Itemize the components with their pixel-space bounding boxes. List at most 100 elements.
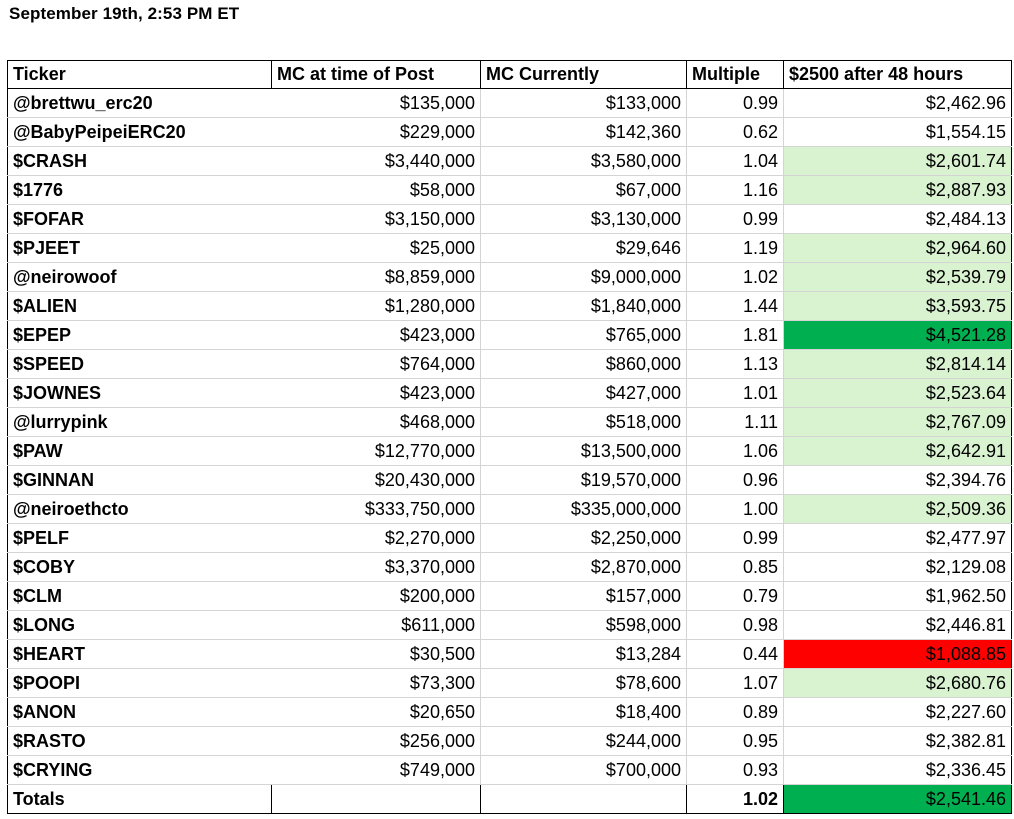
cell-mc-now: $142,360 <box>480 117 687 147</box>
cell-mc-post: $333,750,000 <box>271 494 481 524</box>
totals-label: Totals <box>7 784 272 814</box>
cell-mc-post: $468,000 <box>271 407 481 437</box>
cell-value-after-48h: $2,477.97 <box>783 523 1012 553</box>
cell-mc-post: $58,000 <box>271 175 481 205</box>
cell-ticker: $PJEET <box>7 233 272 263</box>
cell-value-after-48h: $2,601.74 <box>783 146 1012 176</box>
cell-mc-now: $3,130,000 <box>480 204 687 234</box>
cell-ticker: $ALIEN <box>7 291 272 321</box>
cell-multiple: 0.85 <box>686 552 784 582</box>
cell-value-after-48h: $2,523.64 <box>783 378 1012 408</box>
cell-mc-post: $1,280,000 <box>271 291 481 321</box>
cell-ticker: $COBY <box>7 552 272 582</box>
cell-multiple: 1.06 <box>686 436 784 466</box>
cell-multiple: 1.02 <box>686 262 784 292</box>
cell-multiple: 1.44 <box>686 291 784 321</box>
cell-mc-now: $3,580,000 <box>480 146 687 176</box>
cell-mc-now: $13,500,000 <box>480 436 687 466</box>
cell-multiple: 1.81 <box>686 320 784 350</box>
table-row: $PJEET $25,000 $29,646 1.19 $2,964.60 <box>7 233 1012 263</box>
cell-multiple: 1.00 <box>686 494 784 524</box>
cell-value-after-48h: $2,336.45 <box>783 755 1012 785</box>
cell-value-after-48h: $3,593.75 <box>783 291 1012 321</box>
cell-value-after-48h: $2,814.14 <box>783 349 1012 379</box>
header-mc-post: MC at time of Post <box>271 60 481 89</box>
cell-multiple: 1.07 <box>686 668 784 698</box>
table-row: $JOWNES $423,000 $427,000 1.01 $2,523.64 <box>7 378 1012 408</box>
table-row: $RASTO $256,000 $244,000 0.95 $2,382.81 <box>7 726 1012 756</box>
cell-mc-post: $2,270,000 <box>271 523 481 553</box>
cell-multiple: 0.99 <box>686 523 784 553</box>
cell-value-after-48h: $4,521.28 <box>783 320 1012 350</box>
cell-value-after-48h: $2,964.60 <box>783 233 1012 263</box>
cell-ticker: $JOWNES <box>7 378 272 408</box>
totals-row: Totals 1.02 $2,541.46 <box>7 784 1012 814</box>
table-row: $FOFAR $3,150,000 $3,130,000 0.99 $2,484.13 <box>7 204 1012 234</box>
cell-value-after-48h: $2,887.93 <box>783 175 1012 205</box>
cell-value-after-48h: $2,767.09 <box>783 407 1012 437</box>
cell-mc-post: $3,370,000 <box>271 552 481 582</box>
cell-ticker: $EPEP <box>7 320 272 350</box>
table-row: @BabyPeipeiERC20 $229,000 $142,360 0.62 $1,5… <box>7 117 1012 147</box>
cell-multiple: 0.93 <box>686 755 784 785</box>
cell-multiple: 0.98 <box>686 610 784 640</box>
cell-mc-now: $1,840,000 <box>480 291 687 321</box>
cell-ticker: $CRYING <box>7 755 272 785</box>
table-row: $1776 $58,000 $67,000 1.16 $2,887.93 <box>7 175 1012 205</box>
cell-value-after-48h: $2,680.76 <box>783 668 1012 698</box>
cell-multiple: 0.44 <box>686 639 784 669</box>
table-row: $CRYING $749,000 $700,000 0.93 $2,336.45 <box>7 755 1012 785</box>
cell-mc-now: $78,600 <box>480 668 687 698</box>
cell-value-after-48h: $2,382.81 <box>783 726 1012 756</box>
table-row: $CLM $200,000 $157,000 0.79 $1,962.50 <box>7 581 1012 611</box>
cell-ticker: $POOPI <box>7 668 272 698</box>
cell-value-after-48h: $1,962.50 <box>783 581 1012 611</box>
cell-mc-now: $13,284 <box>480 639 687 669</box>
results-table: Ticker MC at time of Post MC Currently M… <box>7 60 1012 814</box>
cell-multiple: 0.62 <box>686 117 784 147</box>
cell-ticker: @brettwu_erc20 <box>7 88 272 118</box>
cell-mc-post: $20,430,000 <box>271 465 481 495</box>
cell-mc-now: $133,000 <box>480 88 687 118</box>
cell-ticker: $RASTO <box>7 726 272 756</box>
cell-multiple: 0.96 <box>686 465 784 495</box>
cell-ticker: @lurrypink <box>7 407 272 437</box>
cell-mc-now: $860,000 <box>480 349 687 379</box>
cell-ticker: @neirowoof <box>7 262 272 292</box>
cell-multiple: 1.19 <box>686 233 784 263</box>
totals-multiple: 1.02 <box>686 784 784 814</box>
cell-value-after-48h: $1,554.15 <box>783 117 1012 147</box>
cell-value-after-48h: $1,088.85 <box>783 639 1012 669</box>
cell-mc-post: $30,500 <box>271 639 481 669</box>
cell-ticker: @BabyPeipeiERC20 <box>7 117 272 147</box>
cell-mc-post: $25,000 <box>271 233 481 263</box>
totals-mc-now <box>480 784 687 814</box>
cell-multiple: 0.79 <box>686 581 784 611</box>
table-row: $ANON $20,650 $18,400 0.89 $2,227.60 <box>7 697 1012 727</box>
cell-multiple: 0.89 <box>686 697 784 727</box>
cell-mc-now: $598,000 <box>480 610 687 640</box>
cell-mc-post: $229,000 <box>271 117 481 147</box>
cell-mc-now: $29,646 <box>480 233 687 263</box>
cell-multiple: 1.04 <box>686 146 784 176</box>
cell-value-after-48h: $2,446.81 <box>783 610 1012 640</box>
cell-value-after-48h: $2,509.36 <box>783 494 1012 524</box>
cell-value-after-48h: $2,484.13 <box>783 204 1012 234</box>
cell-mc-now: $244,000 <box>480 726 687 756</box>
header-row: Ticker MC at time of Post MC Currently M… <box>7 60 1012 89</box>
cell-multiple: 1.16 <box>686 175 784 205</box>
cell-mc-post: $611,000 <box>271 610 481 640</box>
header-value-after-48h: $2500 after 48 hours <box>783 60 1012 89</box>
cell-ticker: $GINNAN <box>7 465 272 495</box>
cell-ticker: $PELF <box>7 523 272 553</box>
table-row: $LONG $611,000 $598,000 0.98 $2,446.81 <box>7 610 1012 640</box>
cell-mc-now: $765,000 <box>480 320 687 350</box>
cell-multiple: 0.99 <box>686 204 784 234</box>
cell-mc-now: $518,000 <box>480 407 687 437</box>
cell-mc-post: $200,000 <box>271 581 481 611</box>
cell-mc-post: $749,000 <box>271 755 481 785</box>
cell-mc-now: $335,000,000 <box>480 494 687 524</box>
table-row: @neiroethcto $333,750,000 $335,000,000 1.00… <box>7 494 1012 524</box>
cell-mc-now: $700,000 <box>480 755 687 785</box>
cell-mc-post: $20,650 <box>271 697 481 727</box>
